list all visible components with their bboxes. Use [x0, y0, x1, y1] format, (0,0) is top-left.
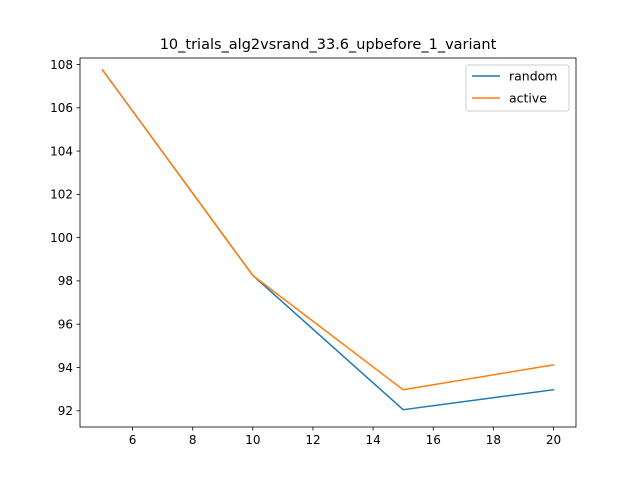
y-tick-label: 98	[58, 274, 73, 288]
y-tick-label: 96	[58, 317, 73, 331]
legend-label-random: random	[509, 69, 557, 84]
x-tick-label: 6	[129, 433, 137, 447]
y-tick-label: 104	[50, 144, 73, 158]
y-tick-label: 100	[50, 231, 73, 245]
x-tick-label: 8	[189, 433, 197, 447]
y-tick-label: 94	[58, 361, 73, 375]
x-tick-label: 20	[546, 433, 561, 447]
x-tick-label: 18	[486, 433, 501, 447]
x-tick-label: 10	[245, 433, 260, 447]
chart-title: 10_trials_alg2vsrand_33.6_upbefore_1_var…	[160, 37, 497, 53]
y-tick-label: 92	[58, 404, 73, 418]
axes-frame	[79, 57, 577, 428]
y-tick-label: 106	[50, 101, 73, 115]
x-tick-label: 16	[426, 433, 441, 447]
legend: random active	[465, 64, 570, 112]
plot-area: 6 8 10 12 14 16 18 20 92 94 96 98 100 102 104 106 108	[50, 57, 577, 447]
x-tick-label: 14	[365, 433, 380, 447]
y-tick-label: 102	[50, 188, 73, 202]
legend-label-active: active	[509, 91, 547, 106]
y-tick-label: 108	[50, 58, 73, 72]
series-line-active	[101, 68, 555, 391]
x-tick-label: 12	[305, 433, 320, 447]
